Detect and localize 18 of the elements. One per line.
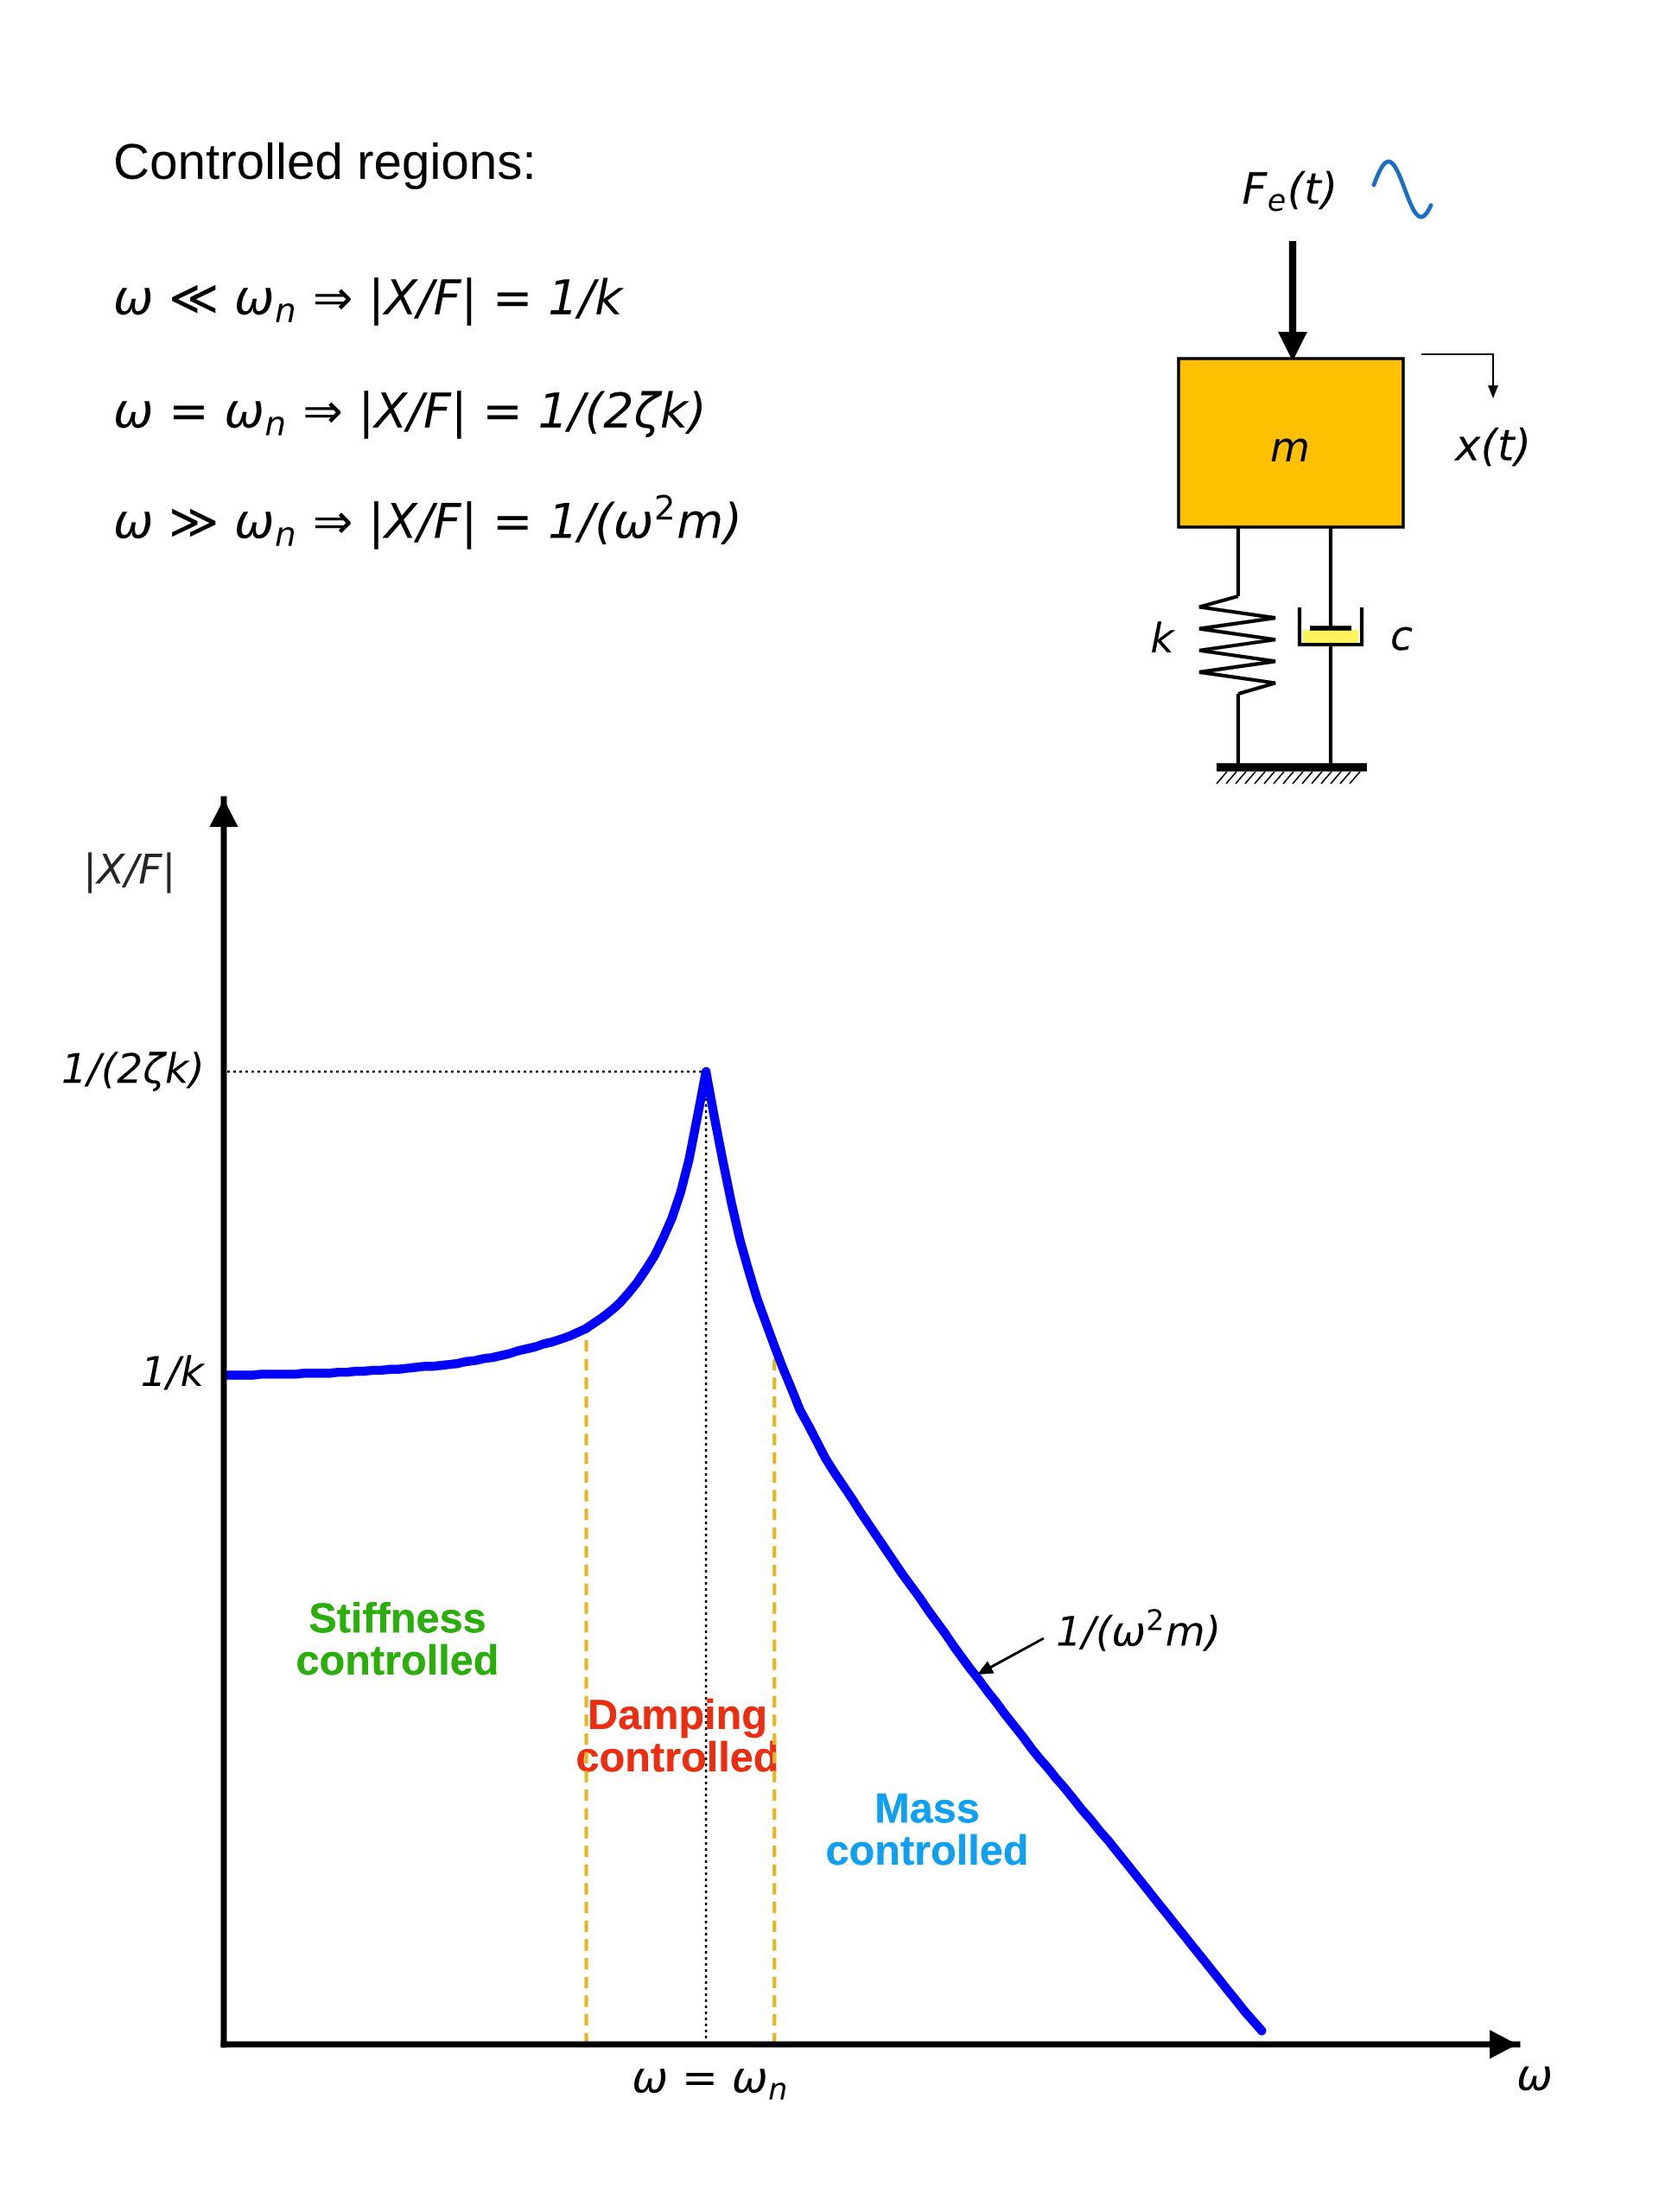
annotation: 1/(ω$^{2}$m): [1058, 1609, 1217, 1651]
text: ω = ω$_{n}$: [634, 2069, 785, 2100]
text: 1/k: [143, 1355, 206, 1390]
text: x(t): [1453, 427, 1527, 467]
annotation: Damping controlled: [577, 1698, 777, 1772]
text: k: [1151, 621, 1176, 653]
text: ω ≫ ω$_{n}$ ⇒ |X/F| = 1/(ω$^{2}$m): [116, 494, 738, 550]
annotation: Mass controlled: [827, 1793, 1027, 1866]
annotation: Stiffness controlled: [297, 1601, 497, 1675]
text: ω = ω$_{n}$ ⇒ |X/F| = 1/(2ζk): [116, 391, 702, 439]
text: c: [1392, 626, 1413, 651]
text: ω: [1518, 2066, 1550, 2091]
text: ω ≪ ω$_{n}$ ⇒ |X/F| = 1/k: [116, 277, 625, 326]
text: m: [1271, 438, 1307, 462]
ref-line-label: 1/(2ζk): [63, 1052, 200, 1092]
y-axis-title: |X/F|: [88, 852, 171, 893]
text: F$_{e}$(t): [1243, 170, 1334, 212]
chart-title: Controlled regions:: [115, 142, 532, 190]
